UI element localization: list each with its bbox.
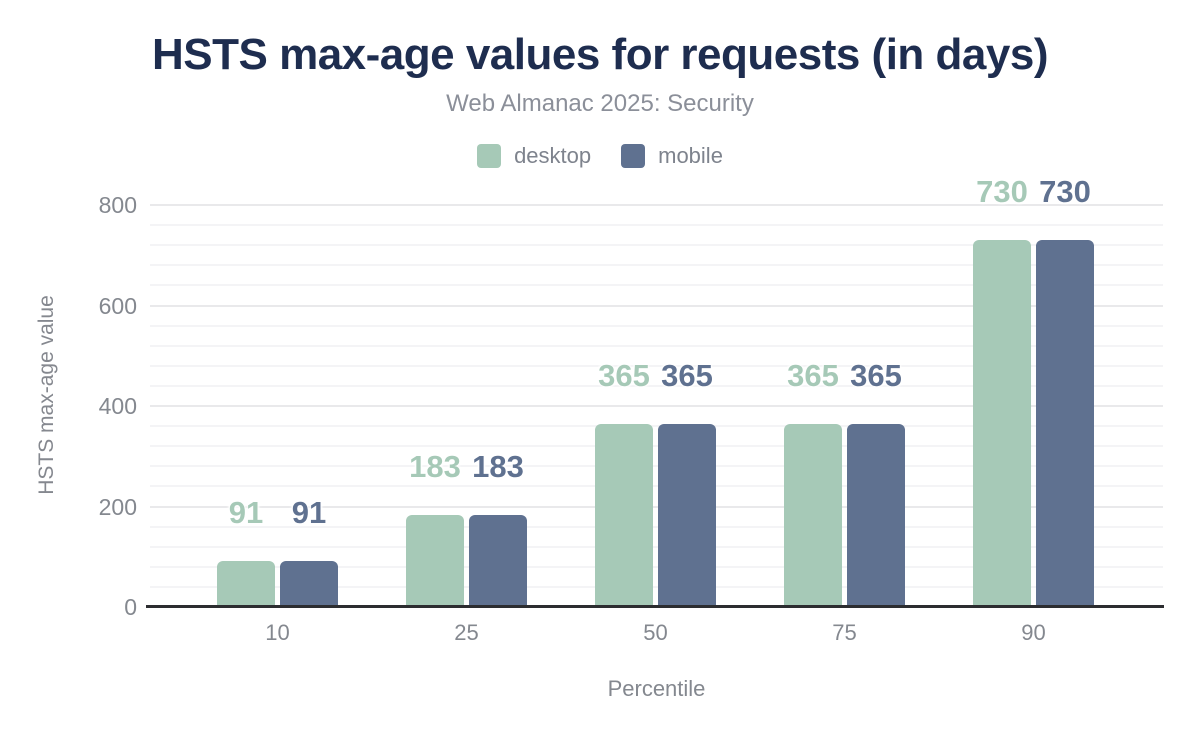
minor-gridline — [150, 284, 1163, 287]
legend-item-desktop[interactable]: desktop — [477, 143, 591, 169]
bar-mobile-10[interactable] — [280, 561, 338, 607]
minor-gridline — [150, 384, 1163, 387]
chart-subtitle: Web Almanac 2025: Security — [446, 90, 754, 117]
x-tick-label: 50 — [643, 620, 668, 645]
bar-value-label-desktop-25: 183 — [409, 449, 461, 484]
bar-value-label-desktop-10: 91 — [228, 495, 264, 530]
y-tick-label: 200 — [98, 493, 137, 520]
bar-value-label-mobile-50: 365 — [661, 358, 713, 393]
bar-mobile-25[interactable] — [469, 515, 527, 607]
x-axis-line — [146, 605, 1164, 608]
minor-gridline — [150, 425, 1163, 428]
minor-gridline — [150, 485, 1163, 488]
legend: desktop mobile — [0, 143, 1200, 169]
major-gridline — [150, 405, 1163, 407]
y-tick-label: 400 — [98, 393, 137, 419]
bar-desktop-25[interactable] — [406, 515, 464, 607]
x-axis-title: Percentile — [607, 676, 706, 701]
minor-gridline — [150, 585, 1163, 588]
minor-gridline — [150, 364, 1163, 367]
y-tick-label: 800 — [98, 192, 137, 218]
bar-mobile-90[interactable] — [1036, 240, 1094, 607]
bar-desktop-90[interactable] — [973, 240, 1031, 607]
bar-value-label-desktop-75: 365 — [787, 358, 839, 393]
mobile-series-swatch-icon — [621, 144, 646, 168]
y-axis-title: HSTS max-age value — [35, 295, 58, 495]
minor-gridline — [150, 565, 1163, 568]
bar-desktop-75[interactable] — [784, 424, 842, 607]
bar-desktop-10[interactable] — [217, 561, 275, 607]
bar-value-label-mobile-10: 91 — [291, 495, 327, 530]
legend-label-mobile: mobile — [658, 143, 723, 168]
bar-mobile-75[interactable] — [847, 424, 905, 607]
minor-gridline — [150, 525, 1163, 528]
bar-mobile-50[interactable] — [658, 424, 716, 607]
minor-gridline — [150, 224, 1163, 227]
bar-value-label-mobile-75: 365 — [850, 358, 902, 393]
minor-gridline — [150, 465, 1163, 468]
x-tick-label: 25 — [454, 620, 479, 645]
major-gridline — [150, 505, 1163, 508]
bar-value-label-desktop-90: 730 — [976, 174, 1028, 209]
minor-gridline — [150, 344, 1163, 347]
bar-desktop-50[interactable] — [595, 424, 653, 607]
legend-item-mobile[interactable]: mobile — [621, 143, 723, 169]
y-tick-label: 0 — [124, 594, 137, 620]
minor-gridline — [150, 264, 1163, 267]
bar-value-label-mobile-25: 183 — [472, 449, 524, 484]
minor-gridline — [150, 445, 1163, 448]
minor-gridline — [150, 545, 1163, 548]
x-tick-label: 10 — [265, 620, 290, 645]
major-gridline — [150, 304, 1163, 307]
y-tick-label: 600 — [98, 292, 137, 319]
chart-title: HSTS max-age values for requests (in day… — [152, 30, 1048, 79]
bar-value-label-mobile-90: 730 — [1039, 174, 1091, 209]
minor-gridline — [150, 324, 1163, 327]
x-tick-label: 90 — [1021, 620, 1046, 645]
minor-gridline — [150, 244, 1163, 247]
legend-label-desktop: desktop — [514, 143, 592, 168]
desktop-series-swatch-icon — [477, 144, 502, 168]
bar-value-label-desktop-50: 365 — [598, 358, 650, 393]
x-tick-label: 75 — [832, 620, 857, 645]
major-gridline — [150, 204, 1163, 206]
